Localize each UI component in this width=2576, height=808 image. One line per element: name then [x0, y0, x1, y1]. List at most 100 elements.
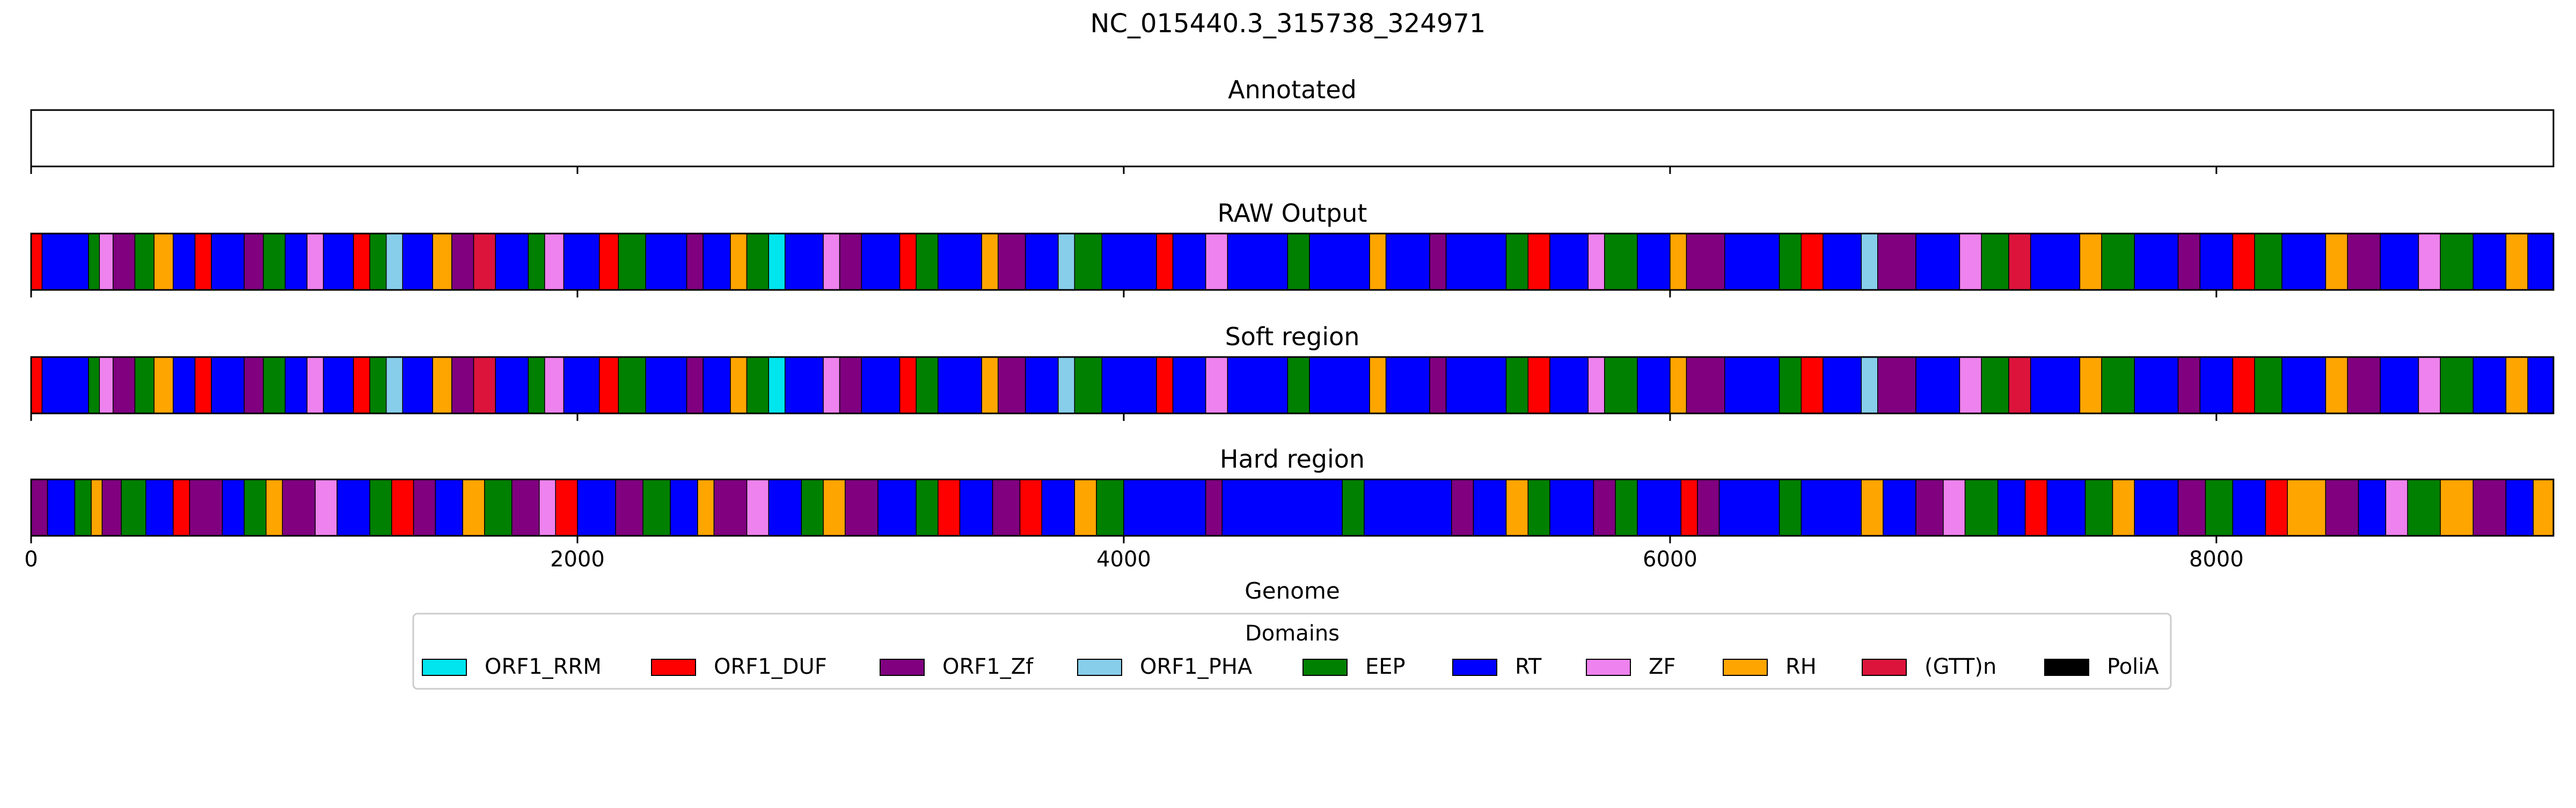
domain-segment [1549, 356, 1589, 414]
domain-segment [2008, 233, 2031, 290]
domain-segment [686, 233, 704, 290]
domain-segment [1604, 233, 1638, 290]
domain-segment [1823, 233, 1862, 290]
domain-segment [2254, 233, 2282, 290]
domain-segment [2079, 356, 2102, 414]
domain-segment [1527, 479, 1550, 536]
panel-background [31, 110, 2553, 166]
domain-segment [713, 479, 748, 536]
domain-segment [916, 356, 939, 414]
domain-segment [1287, 356, 1310, 414]
panel-frame [30, 478, 2555, 537]
domain-segment [1227, 233, 1289, 290]
domain-segment [1686, 233, 1725, 290]
domain-segment [1637, 479, 1682, 536]
domain-segment [1883, 479, 1916, 536]
legend-swatch [2044, 659, 2089, 676]
domain-segment [121, 479, 147, 536]
domain-segment [2008, 356, 2031, 414]
domain-segment [189, 479, 223, 536]
domain-segment [1593, 479, 1616, 536]
domain-segment [1801, 356, 1824, 414]
legend-swatch [1452, 659, 1497, 676]
domain-segment [1587, 356, 1605, 414]
domain-segment [2472, 356, 2507, 414]
domain-segment [839, 356, 862, 414]
domain-segment [768, 479, 802, 536]
domain-segment [938, 479, 961, 536]
domain-segment [172, 356, 196, 414]
domain-segment [262, 356, 286, 414]
domain-segment [2232, 233, 2255, 290]
domain-segment [2418, 233, 2441, 290]
domain-segment [2287, 479, 2326, 536]
domain-segment [495, 356, 529, 414]
domain-segment [845, 479, 879, 536]
domain-segment [1019, 479, 1043, 536]
domain-segment [91, 479, 103, 536]
domain-segment [413, 479, 436, 536]
domain-segment [1473, 479, 1507, 536]
domain-segment [2527, 233, 2554, 290]
domain-segment [645, 356, 687, 414]
legend-swatch [1862, 659, 1907, 676]
domain-segment [1156, 233, 1174, 290]
domain-segment [1724, 233, 1780, 290]
legend-entry: EEP [1302, 654, 1406, 679]
domain-segment [1877, 356, 1916, 414]
domain-segment [861, 356, 901, 414]
domain-segment [544, 233, 565, 290]
domain-segment [284, 356, 308, 414]
legend-title: Domains [1245, 621, 1340, 646]
domain-segment [2347, 233, 2381, 290]
domain-segment [702, 233, 731, 290]
domain-segment [2418, 356, 2441, 414]
domain-segment [1287, 233, 1310, 290]
domain-segment [265, 479, 283, 536]
domain-segment [194, 356, 212, 414]
domain-segment [211, 356, 245, 414]
domain-segment [1670, 233, 1687, 290]
domain-segment [1779, 479, 1802, 536]
legend-label: EEP [1365, 654, 1406, 679]
domain-segment [730, 356, 748, 414]
legend-entry: RH [1723, 654, 1817, 679]
domain-segment [99, 356, 114, 414]
domain-segment [31, 479, 48, 536]
domain-segment [686, 356, 704, 414]
domain-segment [577, 479, 616, 536]
domain-segment [211, 233, 245, 290]
domain-segment [598, 356, 619, 414]
domain-segment [1637, 233, 1671, 290]
domain-segment [1205, 233, 1228, 290]
domain-segment [938, 233, 983, 290]
domain-segment [528, 233, 545, 290]
domain-segment [1527, 233, 1550, 290]
legend-label: ORF1_PHA [1140, 654, 1253, 679]
domain-segment [314, 479, 338, 536]
domain-segment [284, 233, 308, 290]
domain-segment [785, 233, 824, 290]
domain-segment [2177, 233, 2201, 290]
panel-title: Annotated [1228, 75, 1357, 104]
domain-segment [432, 233, 452, 290]
legend-swatch [1723, 659, 1768, 676]
legend-entry: ORF1_Zf [880, 654, 1034, 679]
domain-segment [435, 479, 463, 536]
domain-segment [2254, 356, 2282, 414]
legend-swatch [651, 659, 696, 676]
domain-segment [2440, 356, 2474, 414]
legend-label: RT [1515, 654, 1542, 679]
domain-segment [1587, 233, 1605, 290]
domain-segment [1981, 356, 2009, 414]
x-tick-label: 6000 [1643, 547, 1697, 572]
domain-segment [702, 356, 731, 414]
domain-segment [645, 233, 687, 290]
domain-segment [1123, 479, 1206, 536]
domain-segment [2325, 233, 2348, 290]
domain-segment [323, 356, 354, 414]
panel-frame [30, 109, 2555, 168]
legend-entry: ORF1_RRM [422, 654, 602, 679]
domain-segment [2112, 479, 2135, 536]
